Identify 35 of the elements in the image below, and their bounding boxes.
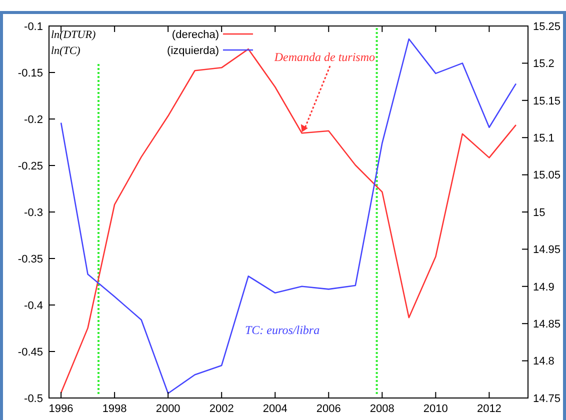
y-tick-label: -0.25 xyxy=(18,160,43,172)
x-tick-label: 2010 xyxy=(423,403,448,415)
annotation: Demanda de turismo xyxy=(273,50,375,64)
annotation: ln(DTUR) xyxy=(51,29,96,41)
y-tick-label: -0.2 xyxy=(24,114,43,126)
y-tick-label: -0.45 xyxy=(18,346,43,358)
x-tick-label: 2002 xyxy=(209,403,234,415)
y2-tick-label: 14.8 xyxy=(533,356,554,368)
x-tick-label: 1998 xyxy=(102,403,127,415)
x-tick-label: 2006 xyxy=(316,403,341,415)
y-tick-label: -0.5 xyxy=(24,392,43,405)
y2-tick-label: 15.1 xyxy=(533,132,554,144)
x-tick-label: 1996 xyxy=(48,403,74,415)
y-tick-label: -0.3 xyxy=(24,206,43,219)
y2-tick-label: 15.2 xyxy=(533,58,554,70)
annotation: TC: euros/libra xyxy=(245,323,320,337)
y2-tick-label: 15.15 xyxy=(533,95,561,108)
x-tick-label: 2012 xyxy=(476,403,502,415)
y2-tick-label: 15 xyxy=(533,206,546,219)
legend-label: (izquierda) xyxy=(167,45,219,57)
text: (derecha) xyxy=(172,29,219,41)
y-tick-label: -0.4 xyxy=(24,300,43,312)
x-tick-label: 2004 xyxy=(262,403,288,415)
y-tick-label: -0.15 xyxy=(18,67,43,80)
y2-tick-label: 15.25 xyxy=(533,20,561,33)
y2-tick-label: 14.9 xyxy=(533,281,554,294)
annotation: ln(TC) xyxy=(51,45,81,57)
x-tick-label: 2000 xyxy=(156,403,180,415)
x-tick-label: 2008 xyxy=(370,403,394,415)
y2-tick-label: 14.95 xyxy=(533,244,561,256)
y-tick-label: -0.1 xyxy=(24,20,43,33)
y-tick-label: -0.35 xyxy=(18,253,43,266)
y2-tick-label: 15.05 xyxy=(533,170,561,182)
y2-tick-label: 14.75 xyxy=(533,392,561,405)
y2-tick-label: 14.85 xyxy=(533,318,561,330)
